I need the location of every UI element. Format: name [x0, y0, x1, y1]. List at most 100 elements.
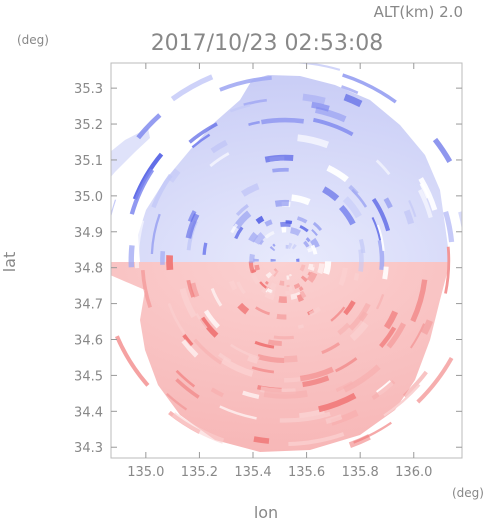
velocity-field	[111, 63, 477, 452]
radar-streak	[348, 184, 359, 196]
radar-streak	[230, 223, 239, 234]
radar-streak	[274, 199, 290, 207]
radar-streak	[254, 340, 275, 349]
radar-streak	[247, 355, 259, 364]
radar-streak	[379, 326, 397, 348]
y-tick-label: 35.1	[74, 154, 103, 169]
radar-streak	[234, 226, 244, 240]
radar-streak	[325, 414, 343, 425]
radar-streak	[248, 231, 259, 243]
radar-streak	[306, 271, 318, 283]
radar-streak	[250, 273, 261, 285]
radar-streak	[243, 98, 267, 107]
radar-streak	[290, 227, 301, 237]
radar-streak	[312, 221, 323, 232]
radar-streak	[383, 384, 421, 417]
radar-streak	[230, 343, 260, 360]
radar-streak	[140, 269, 152, 308]
radar-streak	[236, 281, 246, 295]
radar-streak	[261, 117, 305, 125]
radar-streak	[273, 335, 294, 340]
radar-streak	[115, 335, 150, 387]
radar-streak	[343, 364, 381, 393]
radar-streak	[318, 392, 357, 413]
radar-streak	[273, 270, 279, 277]
radar-streak	[272, 167, 289, 173]
radar-streak	[326, 164, 349, 183]
radar-streak	[166, 393, 188, 411]
radar-streak	[269, 245, 276, 252]
radar-streak	[314, 106, 347, 123]
radar-streak	[270, 287, 277, 296]
radar-streak	[307, 247, 313, 253]
radar-streak	[312, 263, 320, 269]
radar-streak	[312, 117, 354, 137]
radar-streak	[210, 287, 223, 307]
radar-streak	[419, 182, 430, 199]
radar-streak	[302, 93, 326, 105]
radar-streak	[264, 154, 294, 163]
radar-streak	[285, 220, 293, 225]
radar-streak	[299, 366, 334, 382]
radar-streak	[338, 267, 348, 287]
radar-streak	[300, 275, 308, 283]
radar-streak	[299, 290, 307, 299]
radar-streak	[311, 228, 318, 237]
radar-streak	[251, 366, 275, 374]
radar-streak	[458, 211, 462, 231]
receding-velocity-region	[111, 262, 450, 452]
radar-streak	[121, 366, 158, 409]
radar-streak	[334, 357, 358, 373]
radar-streak	[171, 412, 225, 444]
radar-streak	[267, 339, 282, 346]
radar-streak	[251, 269, 257, 274]
y-tick-label: 34.6	[74, 334, 103, 349]
y-tick-label: 34.8	[74, 262, 103, 277]
radar-streak	[272, 243, 276, 247]
radar-streak	[242, 390, 260, 399]
radar-streak	[175, 378, 200, 399]
radar-streak	[296, 293, 304, 302]
radar-streak	[375, 294, 385, 310]
radar-streak	[371, 197, 391, 232]
x-tick-label: 136.0	[395, 465, 432, 480]
radar-streak	[401, 104, 415, 118]
radar-streak	[376, 224, 385, 252]
y-tick-label: 35.0	[74, 190, 103, 205]
x-tick-label: 135.2	[181, 465, 218, 480]
y-tick-label: 34.7	[74, 298, 103, 313]
radar-streak	[297, 134, 330, 149]
radar-streak	[263, 390, 308, 399]
radar-streak	[185, 213, 200, 239]
radar-streak	[343, 300, 356, 316]
radar-streak	[221, 357, 254, 377]
radar-streak	[305, 237, 311, 243]
radar-streak	[186, 279, 195, 298]
radar-streak	[288, 432, 345, 446]
radar-streak	[268, 282, 277, 291]
radar-streak	[371, 379, 396, 401]
radar-streak	[303, 240, 310, 248]
radar-streak	[179, 287, 197, 319]
radar-streak	[264, 291, 276, 301]
radar-streak	[307, 263, 316, 271]
northwest-band	[111, 128, 150, 177]
radar-streak	[465, 182, 477, 222]
radar-streak	[288, 285, 293, 292]
radar-streak	[237, 302, 250, 315]
radar-streak	[307, 271, 311, 276]
radar-streak	[432, 137, 453, 163]
radar-streak	[150, 213, 161, 255]
radar-streak	[188, 122, 218, 144]
radar-streak	[288, 273, 292, 277]
radar-streak	[195, 312, 208, 329]
radar-streak	[291, 194, 311, 206]
radar-streak	[276, 313, 287, 320]
radar-streak	[311, 101, 330, 112]
radar-streak	[264, 219, 273, 227]
radar-streak	[170, 74, 214, 102]
y-axis-ticks: 34.3 34.4 34.5 34.6 34.7 34.8 34.9 35.0 35.1 35.2…	[74, 82, 462, 456]
radar-streak	[128, 245, 135, 268]
radar-streak	[219, 75, 272, 92]
